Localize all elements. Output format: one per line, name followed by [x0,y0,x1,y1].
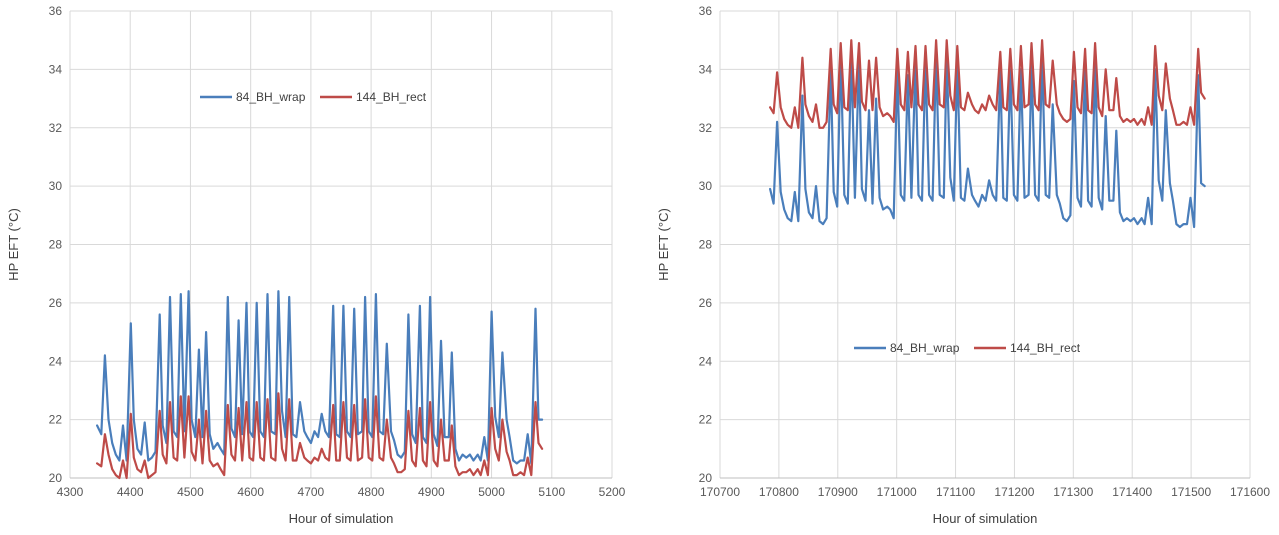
series-line-144-bh-rect [95,392,544,480]
legend-label: 144_BH_rect [1010,341,1081,355]
y-tick-label: 22 [699,413,713,427]
x-tick-label: 170900 [818,485,858,499]
x-tick-label: 171100 [936,485,975,499]
y-tick-label: 28 [699,238,713,252]
x-axis-title: Hour of simulation [289,511,394,526]
legend-label: 84_BH_wrap [890,341,960,355]
x-tick-label: 170800 [759,485,799,499]
x-tick-label: 170700 [700,485,740,499]
y-tick-label: 24 [699,354,713,368]
x-tick-label: 5200 [599,485,626,499]
x-tick-label: 4500 [177,485,204,499]
series-line-84-bh-wrap [768,53,1206,229]
x-tick-label: 4700 [298,485,325,499]
y-tick-label: 32 [699,121,713,135]
x-tick-label: 171600 [1230,485,1270,499]
y-tick-label: 36 [49,4,63,18]
x-tick-label: 171000 [877,485,917,499]
y-tick-label: 30 [49,179,63,193]
y-tick-label: 20 [699,471,713,485]
x-tick-label: 5100 [538,485,565,499]
legend-label: 84_BH_wrap [236,90,306,104]
series-line-144-bh-rect [768,39,1206,129]
x-tick-label: 171300 [1053,485,1093,499]
y-tick-label: 24 [49,354,63,368]
legend: 84_BH_wrap 144_BH_rect [854,341,1081,355]
y-tick-label: 28 [49,238,63,252]
x-tick-label: 4400 [117,485,144,499]
y-tick-label: 26 [699,296,713,310]
y-tick-label: 32 [49,121,63,135]
chart-1: 20 22 24 26 28 30 32 34 36 4300 4400 4500 4600 4700 48… [6,4,626,526]
x-tick-label: 4300 [57,485,84,499]
x-tick-label: 171400 [1112,485,1152,499]
y-tick-label: 20 [49,471,63,485]
chart-2: 20 22 24 26 28 30 32 34 36 170700 170800 170900 1710… [656,4,1270,526]
x-tick-label: 4600 [237,485,264,499]
legend: 84_BH_wrap 144_BH_rect [200,90,427,104]
x-tick-label: 171200 [994,485,1034,499]
x-tick-label: 171500 [1171,485,1211,499]
y-tick-label: 22 [49,413,63,427]
y-tick-label: 30 [699,179,713,193]
y-tick-label: 26 [49,296,63,310]
x-tick-label: 4800 [358,485,385,499]
y-tick-label: 34 [699,62,713,76]
legend-label: 144_BH_rect [356,90,427,104]
y-tick-label: 34 [49,62,63,76]
x-tick-label: 4900 [418,485,445,499]
y-axis-title: HP EFT (°C) [656,208,671,281]
x-axis-title: Hour of simulation [933,511,1038,526]
y-tick-label: 36 [699,4,713,18]
x-tick-label: 5000 [478,485,505,499]
series-line-84-bh-wrap [95,290,544,465]
y-axis-title: HP EFT (°C) [6,208,21,281]
